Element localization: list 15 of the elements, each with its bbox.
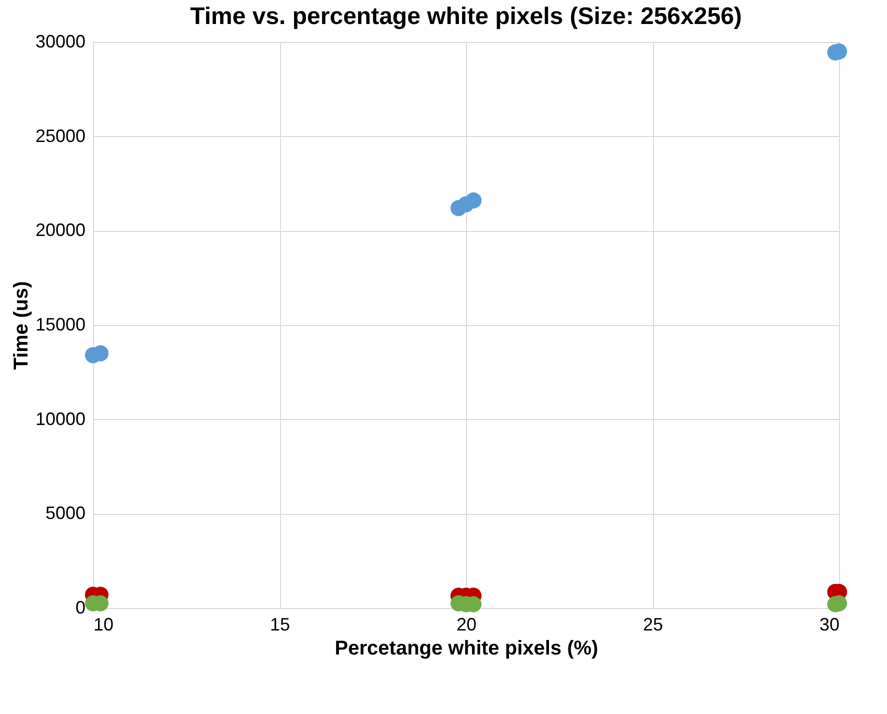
y-tick-label: 30000 bbox=[35, 32, 86, 52]
x-tick-label: 15 bbox=[270, 614, 290, 634]
y-tick-label: 20000 bbox=[35, 220, 86, 240]
x-tick-label: 25 bbox=[642, 614, 664, 634]
y-tick-label: 15000 bbox=[35, 314, 86, 334]
chart-title: Time vs. percentage white pixels (Size: 256x256) bbox=[190, 3, 742, 30]
x-tick-label: 10 bbox=[94, 614, 114, 634]
x-tick-label: 20 bbox=[456, 614, 477, 634]
x-tick-label: 30 bbox=[819, 614, 840, 634]
y-tick-label: 25000 bbox=[35, 126, 86, 146]
y-tick-label: 5000 bbox=[45, 503, 86, 524]
y-tick-label: 10000 bbox=[35, 408, 86, 429]
y-axis-title: Time (us) bbox=[10, 281, 32, 370]
y-tick-label: 0 bbox=[75, 598, 86, 618]
x-axis-title: Percetange white pixels (%) bbox=[334, 638, 598, 660]
